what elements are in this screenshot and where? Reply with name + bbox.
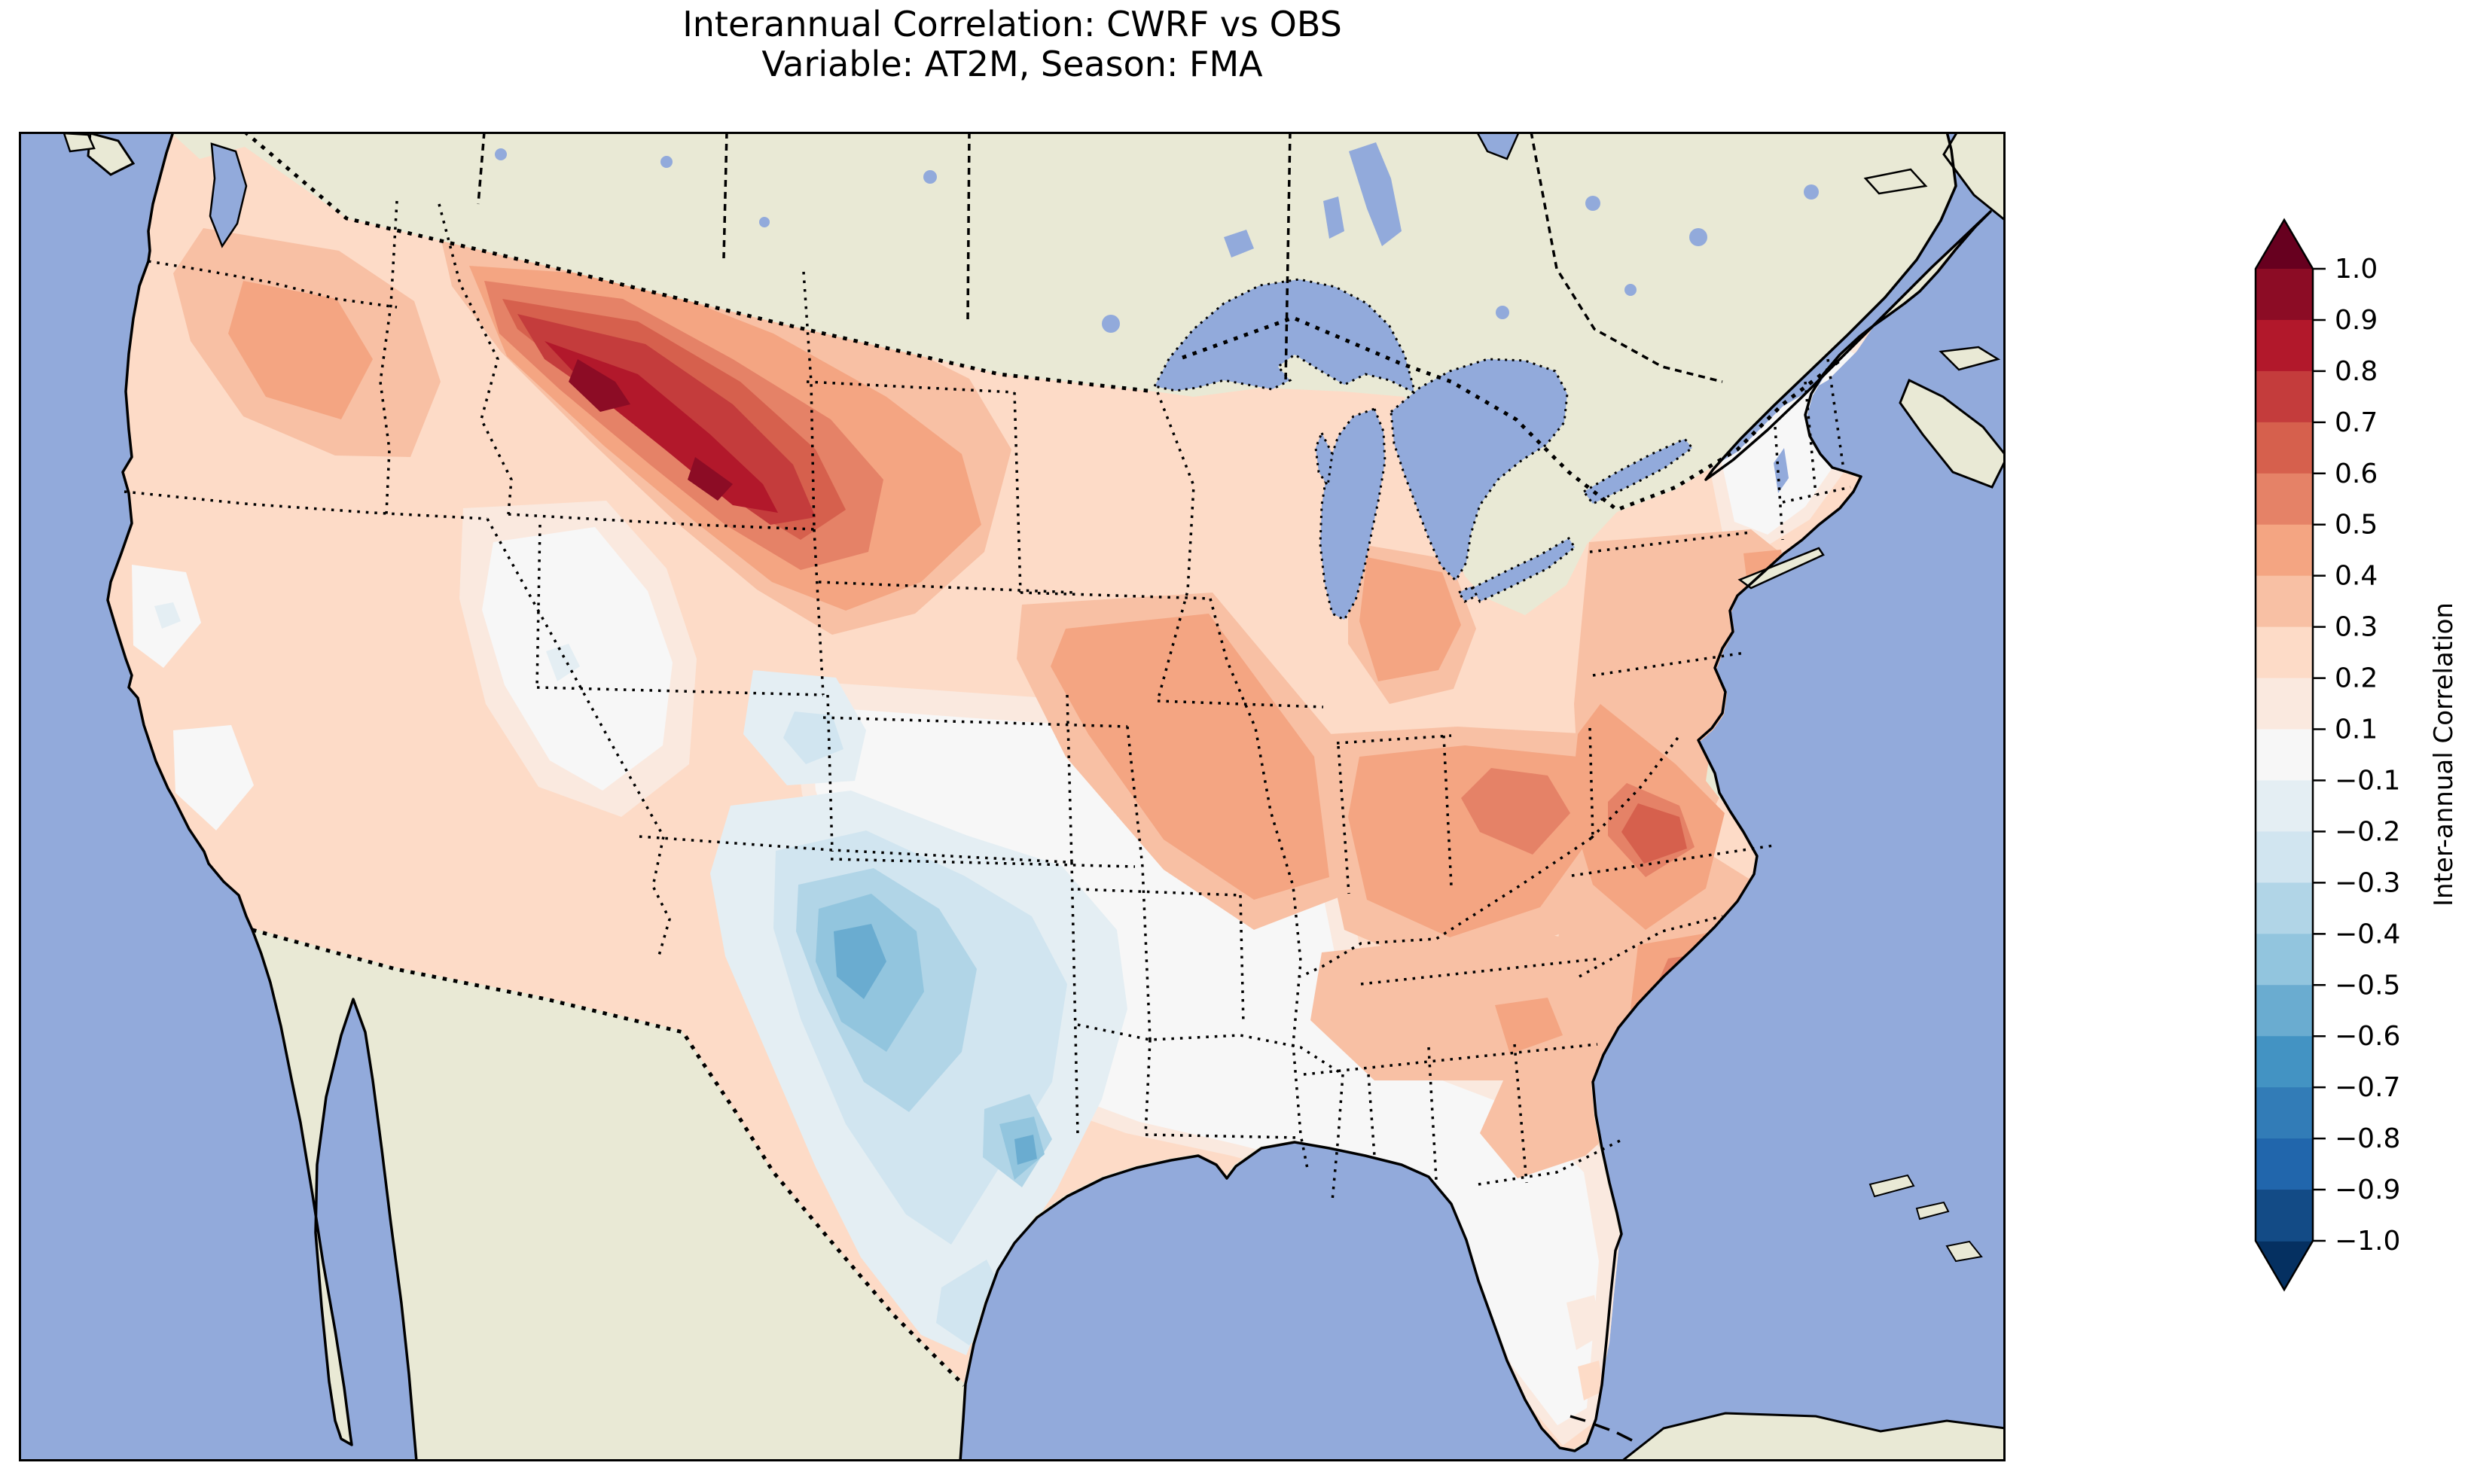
lake-huron bbox=[1390, 358, 1569, 583]
andros-island bbox=[1945, 1240, 1983, 1263]
map-frame bbox=[19, 132, 2006, 1461]
title-line-1: Interannual Correlation: CWRF vs OBS bbox=[682, 4, 1342, 44]
anticosti-island bbox=[1863, 168, 1928, 195]
colorbar-segment bbox=[2256, 473, 2313, 526]
colorbar-tick-label: −0.9 bbox=[2335, 1175, 2400, 1205]
colorbar-tick-label: −0.7 bbox=[2335, 1072, 2400, 1103]
us-canada-border bbox=[243, 132, 1155, 394]
colorbar-segment bbox=[2256, 1036, 2313, 1088]
bahamas bbox=[1868, 1174, 1915, 1198]
colorbar-tick-label: −0.6 bbox=[2335, 1021, 2400, 1052]
us-canada-border-lakes bbox=[1182, 315, 1843, 512]
state-borders bbox=[124, 200, 1851, 1202]
puget-sound bbox=[209, 142, 248, 248]
colorbar-segment bbox=[2256, 882, 2313, 935]
colorbar-tick-label: 0.1 bbox=[2335, 715, 2378, 745]
colorbar-segment bbox=[2256, 678, 2313, 730]
colorbar-axis-label: Inter-annual Correlation bbox=[2429, 602, 2459, 907]
colorbar-arrow-down bbox=[2256, 1241, 2313, 1290]
title-line-2: Variable: AT2M, Season: FMA bbox=[761, 44, 1263, 84]
lake-ontario bbox=[1582, 437, 1695, 505]
correlation-map bbox=[19, 132, 2006, 1461]
province-borders bbox=[477, 132, 1723, 385]
newfoundland bbox=[1942, 132, 2006, 222]
colorbar-tick-labels: 1.0 0.9 0.8 0.7 0.6 0.5 0.4 0.3 0.2 0.1 −0.1 −0.2 −0… bbox=[2335, 254, 2400, 1257]
colorbar-segment bbox=[2256, 985, 2313, 1038]
canada-lakes bbox=[495, 142, 1819, 493]
james-bay bbox=[1475, 132, 1521, 160]
colorbar-segment bbox=[2256, 780, 2313, 833]
colorbar-tick-label: −0.4 bbox=[2335, 919, 2400, 949]
colorbar: 1.0 0.9 0.8 0.7 0.6 0.5 0.4 0.3 0.2 0.1 −0.1 −0.2 −0… bbox=[2244, 211, 2474, 1310]
colorbar-tick-label: 0.4 bbox=[2335, 561, 2378, 592]
colorbar-tick-label: 1.0 bbox=[2335, 254, 2378, 285]
colorbar-tick-label: 0.5 bbox=[2335, 510, 2378, 541]
colorbar-tick-label: −0.2 bbox=[2335, 816, 2400, 847]
colorbar-tick-label: −1.0 bbox=[2335, 1226, 2400, 1257]
colorbar-segment bbox=[2256, 370, 2313, 423]
cuba bbox=[1619, 1412, 2006, 1461]
lake-st-clair bbox=[1457, 585, 1479, 603]
colorbar-segment bbox=[2256, 934, 2313, 986]
florida-keys bbox=[1570, 1415, 1633, 1442]
colorbar-segment bbox=[2256, 626, 2313, 679]
islands bbox=[63, 132, 2006, 1461]
colorbar-tick-label: 0.6 bbox=[2335, 459, 2378, 489]
colorbar-tick-label: −0.3 bbox=[2335, 867, 2400, 898]
great-lakes bbox=[1152, 278, 1695, 621]
colorbar-segment bbox=[2256, 422, 2313, 474]
coastlines bbox=[106, 132, 1992, 1461]
colorbar-segment bbox=[2256, 729, 2313, 782]
pacific-coastline bbox=[106, 132, 418, 1461]
nova-scotia bbox=[1899, 378, 2006, 489]
colorbar-tick-label: −0.5 bbox=[2335, 970, 2400, 1001]
green-bay bbox=[1314, 430, 1334, 489]
colorbar-svg: 1.0 0.9 0.8 0.7 0.6 0.5 0.4 0.3 0.2 0.1 −0.1 −0.2 −0… bbox=[2254, 218, 2459, 1292]
colorbar-tick-label: 0.7 bbox=[2335, 407, 2378, 438]
colorbar-tick-label: 0.3 bbox=[2335, 612, 2378, 643]
colorbar-arrow-up bbox=[2256, 220, 2313, 269]
colorbar-ticks bbox=[2313, 267, 2326, 1242]
bahamas-2 bbox=[1915, 1201, 1950, 1220]
colorbar-tick-label: −0.1 bbox=[2335, 765, 2400, 796]
map-figure bbox=[19, 132, 2006, 1461]
colorbar-segment bbox=[2256, 831, 2313, 884]
lake-erie bbox=[1470, 536, 1577, 603]
colorbar-segment bbox=[2256, 319, 2313, 372]
colorbar-segments bbox=[2256, 269, 2313, 1242]
colorbar-tick-label: 0.9 bbox=[2335, 305, 2378, 336]
colorbar-segment bbox=[2256, 1087, 2313, 1139]
colorbar-segment bbox=[2256, 269, 2313, 321]
vancouver-island bbox=[87, 132, 136, 176]
country-borders bbox=[243, 132, 1843, 1387]
colorbar-segment bbox=[2256, 575, 2313, 628]
colorbar-tick-label: 0.8 bbox=[2335, 356, 2378, 387]
colorbar-segment bbox=[2256, 524, 2313, 577]
figure-title: Interannual Correlation: CWRF vs OBS Var… bbox=[19, 5, 2006, 84]
lake-michigan bbox=[1319, 407, 1386, 621]
colorbar-tick-label: 0.2 bbox=[2335, 663, 2378, 694]
prince-edward-island bbox=[1939, 346, 2001, 371]
atlantic-gulf-coastline bbox=[959, 132, 1992, 1461]
lake-superior bbox=[1152, 278, 1415, 395]
colorbar-segment bbox=[2256, 1190, 2313, 1242]
gulf-islands bbox=[63, 132, 96, 153]
colorbar-segment bbox=[2256, 1138, 2313, 1190]
colorbar-tick-label: −0.8 bbox=[2335, 1123, 2400, 1154]
